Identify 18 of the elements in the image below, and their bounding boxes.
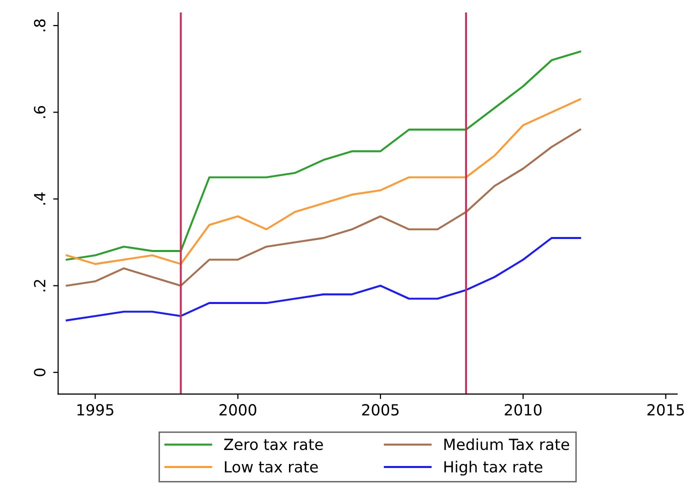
x-tick-label: 1995 (77, 404, 114, 416)
line-series (66, 50, 582, 261)
y-tick-label: 0 (34, 368, 46, 376)
x-tick-label: 2005 (362, 404, 399, 416)
legend-label: Zero tax rate (224, 438, 323, 450)
x-tick-label: 2010 (504, 404, 542, 416)
line-series (66, 237, 582, 322)
y-tick-label: .4 (34, 192, 46, 205)
y-tick-label: .8 (34, 19, 46, 32)
legend-label: Low tax rate (224, 461, 318, 473)
y-tick-label: .2 (34, 280, 46, 292)
legend-label: High tax rate (444, 460, 542, 476)
line-series (66, 128, 582, 287)
x-tick-label: 2000 (220, 404, 256, 416)
line-series (66, 98, 582, 265)
legend-label: Medium Tax rate (444, 438, 570, 450)
y-tick-label: .6 (34, 106, 46, 118)
x-tick-label: 2015 (647, 404, 684, 416)
